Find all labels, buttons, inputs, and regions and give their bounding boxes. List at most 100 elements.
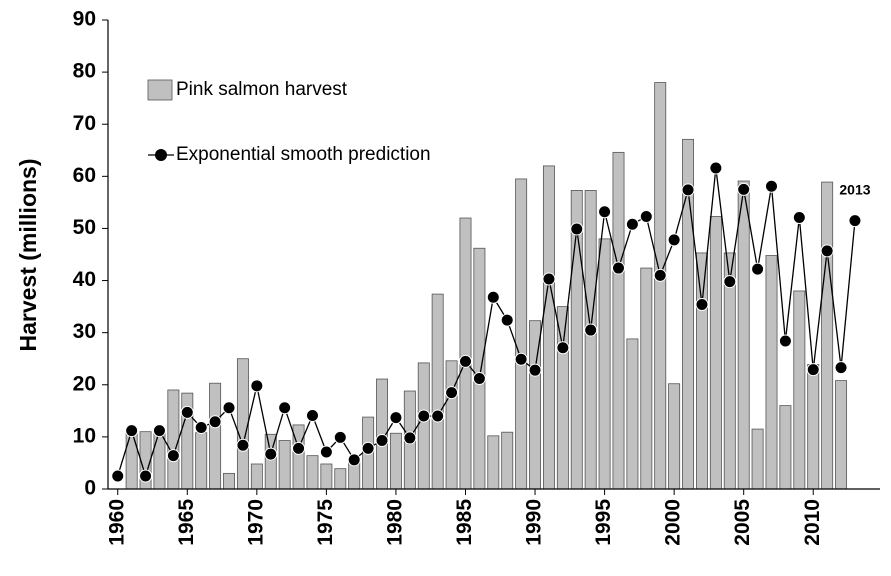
point (486, 290, 500, 304)
annotation: 2013 (839, 181, 870, 197)
bar (542, 165, 555, 490)
legend-label: Pink salmon harvest (176, 79, 348, 100)
x-tick-label: 1990 (523, 499, 546, 546)
bar (306, 455, 319, 490)
point (333, 430, 347, 444)
x-tick-label: 2005 (731, 499, 754, 546)
y-tick-label: 90 (73, 8, 96, 31)
y-tick-label: 70 (73, 112, 96, 135)
x-tick-label: 2000 (662, 499, 685, 546)
point (737, 182, 751, 196)
point (166, 449, 180, 463)
point (264, 447, 278, 461)
bar (278, 440, 291, 490)
y-tick-label: 10 (73, 424, 96, 447)
point (556, 341, 570, 355)
x-tick-label: 2010 (801, 499, 824, 546)
point (319, 445, 333, 459)
point (765, 179, 779, 193)
point (751, 262, 765, 276)
x-tick-label: 1965 (175, 499, 198, 546)
bar (473, 247, 486, 490)
bar (431, 293, 444, 490)
bar (723, 252, 736, 490)
point (709, 161, 723, 175)
point (667, 233, 681, 247)
bar (445, 360, 458, 490)
point (778, 334, 792, 348)
point (514, 352, 528, 366)
point (292, 441, 306, 455)
bar (821, 181, 834, 490)
bar (153, 431, 166, 490)
legend-swatch (155, 149, 167, 161)
point (236, 438, 250, 452)
point (417, 409, 431, 423)
point (528, 363, 542, 377)
legend-swatch (147, 79, 173, 101)
bar (236, 358, 249, 490)
y-tick-label: 0 (84, 477, 96, 500)
bar (417, 362, 430, 490)
bar (807, 364, 820, 490)
point (625, 217, 639, 231)
point (445, 386, 459, 400)
bar (209, 382, 222, 490)
bar (709, 216, 722, 490)
point (598, 205, 612, 219)
bar (640, 267, 653, 490)
point (695, 298, 709, 312)
bar (487, 435, 500, 490)
bar (125, 431, 138, 490)
point (389, 411, 403, 425)
point (305, 409, 319, 423)
point (570, 222, 584, 236)
bar (654, 82, 667, 490)
point (431, 409, 445, 423)
x-tick-label: 1960 (105, 499, 128, 546)
y-tick-label: 30 (73, 320, 96, 343)
bar (459, 217, 472, 490)
point (222, 401, 236, 415)
point (139, 469, 153, 483)
x-tick-label: 1985 (453, 499, 476, 546)
point (250, 379, 264, 393)
point (834, 361, 848, 375)
point (653, 268, 667, 282)
y-tick-label: 40 (73, 268, 96, 291)
bar (737, 180, 750, 490)
bar (334, 468, 347, 490)
point (542, 272, 556, 286)
bar (223, 472, 235, 490)
point (403, 431, 417, 445)
x-tick-label: 1975 (314, 499, 337, 546)
point (611, 261, 625, 275)
point (639, 209, 653, 223)
bar (779, 405, 792, 490)
point (125, 424, 139, 438)
point (152, 424, 166, 438)
bar (389, 432, 402, 490)
bar (612, 151, 625, 490)
line (117, 167, 856, 479)
bar (626, 338, 639, 490)
point (111, 469, 125, 483)
bar (250, 463, 263, 490)
bar (584, 190, 597, 490)
bar (515, 178, 528, 490)
x-tick-label: 1980 (383, 499, 406, 546)
point (681, 183, 695, 197)
point (584, 323, 598, 337)
bar (598, 238, 611, 490)
bar (695, 252, 708, 490)
bar (668, 383, 681, 490)
bar (292, 424, 305, 490)
x-tick-label: 1970 (244, 499, 267, 546)
point (361, 441, 375, 455)
legend-label: Exponential smooth prediction (176, 144, 431, 165)
y-tick-label: 60 (73, 164, 96, 187)
point (820, 244, 834, 258)
x-tick-label: 1995 (592, 499, 615, 546)
bar (835, 380, 848, 490)
